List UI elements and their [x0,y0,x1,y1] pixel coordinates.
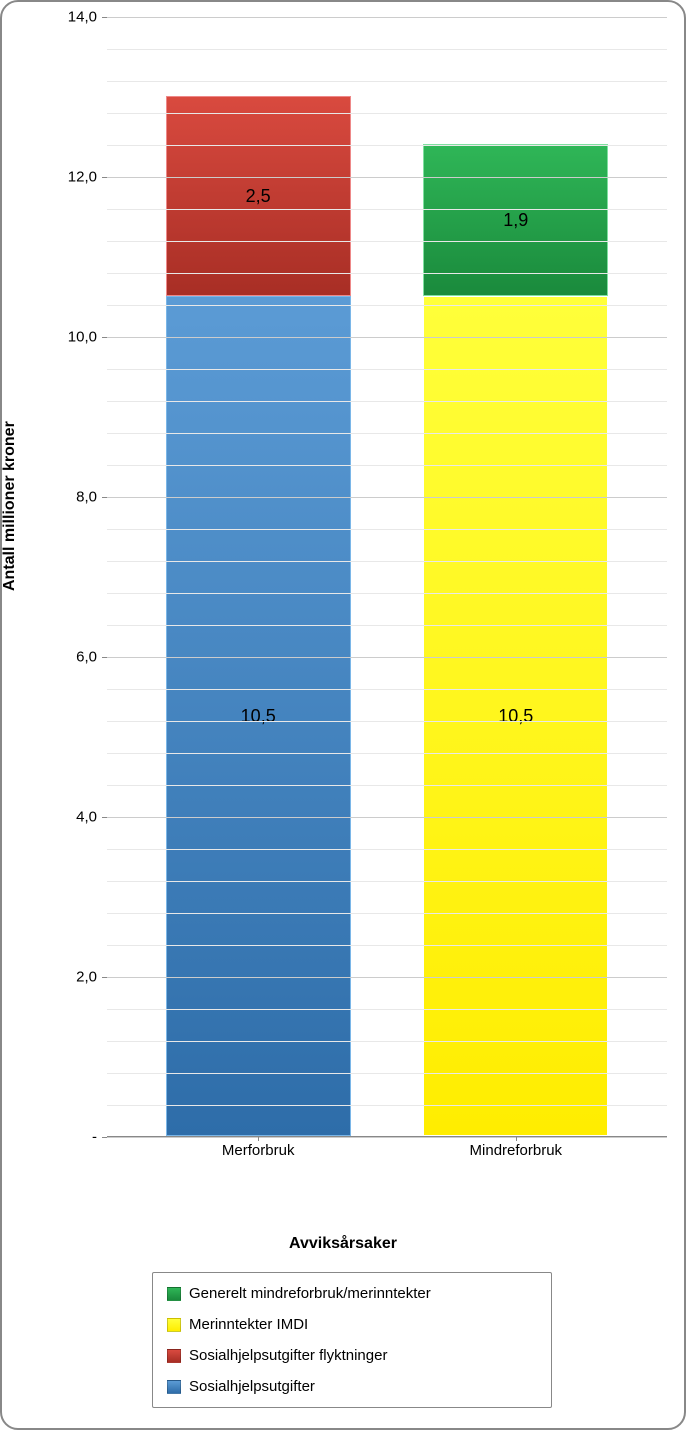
y-tick-mark [102,657,107,658]
minor-gridline [107,945,667,946]
y-tick-mark [102,497,107,498]
minor-gridline [107,465,667,466]
minor-gridline [107,1105,667,1106]
bar-segment: 10,5 [423,296,608,1136]
minor-gridline [107,1041,667,1042]
y-tick-label: 6,0 [57,649,97,666]
legend-item: Merinntekter IMDI [167,1316,537,1333]
minor-gridline [107,785,667,786]
legend-swatch [167,1349,181,1363]
legend-label: Merinntekter IMDI [189,1316,308,1333]
x-axis-label: Avviksårsaker [2,1235,684,1253]
y-tick-mark [102,17,107,18]
y-tick-label: - [57,1129,97,1146]
major-gridline [107,817,667,818]
legend-item: Sosialhjelpsutgifter flyktninger [167,1347,537,1364]
minor-gridline [107,1009,667,1010]
y-tick-labels: -2,04,06,08,010,012,014,0 [57,17,97,1137]
legend-swatch [167,1318,181,1332]
minor-gridline [107,881,667,882]
major-gridline [107,657,667,658]
major-gridline [107,977,667,978]
minor-gridline [107,913,667,914]
legend-label: Sosialhjelpsutgifter [189,1378,315,1395]
y-axis-label: Antall millioner kroner [1,421,19,591]
y-tick-mark [102,1137,107,1138]
y-tick-label: 10,0 [57,329,97,346]
y-tick-label: 8,0 [57,489,97,506]
major-gridline [107,497,667,498]
bar-segment: 2,5 [166,96,351,296]
minor-gridline [107,625,667,626]
bar-value-label: 10,5 [498,706,533,727]
bar-value-label: 10,5 [241,706,276,727]
y-tick-mark [102,337,107,338]
category-label: Merforbruk [222,1142,295,1159]
x-tick-mark [258,1136,259,1141]
category-label: Mindreforbruk [470,1142,563,1159]
minor-gridline [107,273,667,274]
legend-label: Generelt mindreforbruk/merinntekter [189,1285,431,1302]
minor-gridline [107,529,667,530]
major-gridline [107,17,667,18]
minor-gridline [107,721,667,722]
major-gridline [107,337,667,338]
minor-gridline [107,401,667,402]
legend-label: Sosialhjelpsutgifter flyktninger [189,1347,387,1364]
major-gridline [107,1137,667,1138]
y-tick-label: 12,0 [57,169,97,186]
legend-item: Generelt mindreforbruk/merinntekter [167,1285,537,1302]
bar-value-label: 1,9 [503,210,528,231]
minor-gridline [107,849,667,850]
chart-container: Antall millioner kroner - 2,0 4,0 6,0 8,0 10,… [0,0,686,1430]
bars-layer: 10,5 2,5 10,5 1,9 [107,17,667,1136]
minor-gridline [107,369,667,370]
minor-gridline [107,49,667,50]
minor-gridline [107,689,667,690]
x-tick-mark [516,1136,517,1141]
bar-value-label: 2,5 [246,186,271,207]
minor-gridline [107,209,667,210]
legend-swatch [167,1287,181,1301]
y-tick-mark [102,817,107,818]
minor-gridline [107,753,667,754]
y-tick-mark [102,177,107,178]
minor-gridline [107,81,667,82]
bar-segment: 10,5 [166,296,351,1136]
major-gridline [107,177,667,178]
y-tick-label: 2,0 [57,969,97,986]
minor-gridline [107,1073,667,1074]
minor-gridline [107,113,667,114]
legend-item: Sosialhjelpsutgifter [167,1378,537,1395]
legend-swatch [167,1380,181,1394]
minor-gridline [107,305,667,306]
minor-gridline [107,593,667,594]
y-tick-mark [102,977,107,978]
minor-gridline [107,561,667,562]
minor-gridline [107,241,667,242]
minor-gridline [107,433,667,434]
minor-gridline [107,145,667,146]
y-tick-label: 4,0 [57,809,97,826]
y-tick-label: 14,0 [57,9,97,26]
legend: Generelt mindreforbruk/merinntekter Merin… [152,1272,552,1408]
plot-area: 10,5 2,5 10,5 1,9 [107,17,667,1137]
